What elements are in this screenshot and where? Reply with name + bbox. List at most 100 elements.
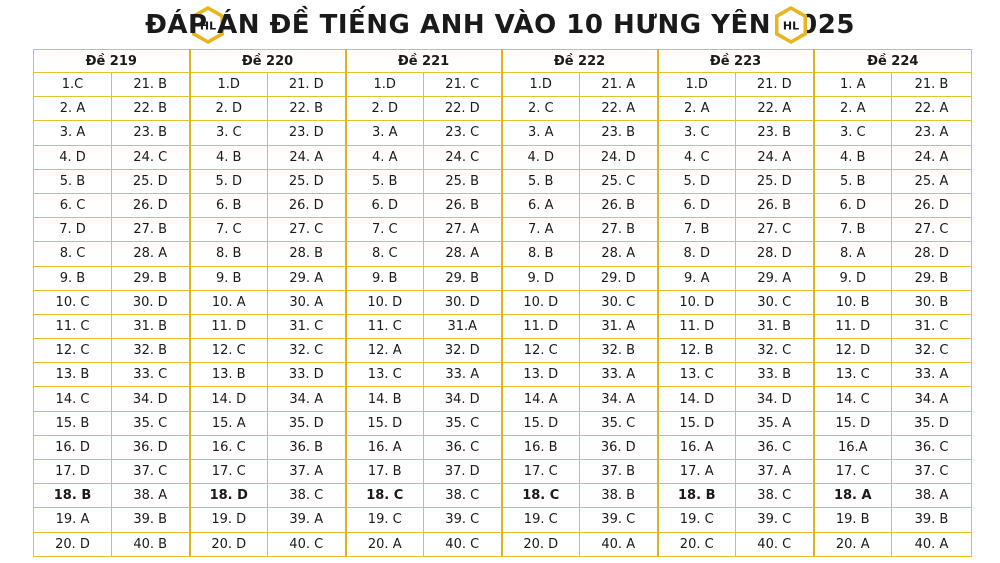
table-row: 6. C 26. D 6. B 26. D 6. D 26. B 6. A 26. B 6. D… (33, 192, 972, 219)
answer-cell: 3. A (344, 120, 424, 146)
answer-cell: 37. A (735, 458, 814, 485)
answer-cell: 7. B (812, 217, 892, 243)
answer-cell: 21. D (735, 71, 814, 98)
answer-cell: 25. D (111, 168, 190, 194)
answer-cell: 26. B (735, 192, 814, 219)
answer-cell: 37. B (579, 458, 658, 485)
answer-cell: 36. C (735, 434, 814, 461)
table-row: 4. D 24. C 4. B 24. A 4. A 24. C 4. D 24. D 4. C… (33, 144, 972, 170)
answer-cell: 6. A (500, 192, 580, 219)
answer-cell: 11. C (344, 313, 424, 340)
answer-cell: 5. B (812, 168, 892, 194)
answer-cell: 8. C (344, 241, 424, 267)
answer-cell: 8. D (656, 241, 736, 267)
answer-cell: 2. D (344, 96, 424, 122)
answer-cell: 7. A (500, 217, 580, 243)
answer-cell: 26. B (579, 192, 658, 219)
answer-cell: 26. D (267, 192, 346, 219)
answer-cell: 28. A (111, 241, 190, 267)
answer-cell: 3. C (812, 120, 892, 146)
answer-cell: 35. D (267, 410, 346, 436)
answer-cell: 21. B (891, 71, 972, 98)
answer-cell: 27. B (111, 217, 190, 243)
answer-cell: 25. C (579, 168, 658, 194)
answer-cell: 3. A (500, 120, 580, 146)
answer-cell: 8. B (188, 241, 268, 267)
answer-cell: 19. B (812, 507, 892, 533)
answer-cell: 25. D (267, 168, 346, 194)
answer-cell: 32. C (267, 338, 346, 364)
answer-cell: 31. A (579, 313, 658, 340)
answer-cell: 16. B (500, 434, 580, 461)
answer-cell: 40. B (111, 531, 190, 558)
answer-cell: 34. D (111, 386, 190, 412)
answer-cell: 9. B (188, 265, 268, 291)
answer-cell: 40. C (267, 531, 346, 558)
answer-cell: 6. D (812, 192, 892, 219)
answer-cell: 12. A (344, 338, 424, 364)
answer-cell: 13. C (656, 362, 736, 388)
answer-cell: 39. B (891, 507, 972, 533)
answer-cell: 26. D (111, 192, 190, 219)
exam-header: Đề 222 (500, 49, 658, 73)
answer-cell: 7. C (344, 217, 424, 243)
answer-cell: 24. A (735, 144, 814, 170)
answer-cell: 32. C (735, 338, 814, 364)
answer-cell: 2. A (812, 96, 892, 122)
answer-cell: 33. A (891, 362, 972, 388)
answer-cell: 14. A (500, 386, 580, 412)
answer-cell: 33. C (111, 362, 190, 388)
answer-cell: 6. D (656, 192, 736, 219)
answer-cell: 24. C (423, 144, 502, 170)
answer-cell: 36. D (111, 434, 190, 461)
answer-cell: 10. D (500, 289, 580, 315)
answer-cell: 29. A (267, 265, 346, 291)
answer-cell: 21. C (423, 71, 502, 98)
answer-cell: 23. C (423, 120, 502, 146)
answer-cell: 35. D (891, 410, 972, 436)
answer-cell: 28. B (267, 241, 346, 267)
table-row: 3. A 23. B 3. C 23. D 3. A 23. C 3. A 23. B 3. C… (33, 120, 972, 146)
answer-cell: 14. C (812, 386, 892, 412)
answer-cell: 14. C (33, 386, 112, 412)
answer-cell: 16. A (344, 434, 424, 461)
answer-cell: 35. A (735, 410, 814, 436)
answer-cell: 1.D (500, 71, 580, 98)
table-row: 8. C 28. A 8. B 28. B 8. C 28. A 8. B 28. A 8. D… (33, 241, 972, 267)
answer-cell: 13. D (500, 362, 580, 388)
answer-cell: 18. C (500, 483, 580, 509)
page-title: ĐÁP ÁN ĐỀ TIẾNG ANH VÀO 10 HƯNG YÊN 2025 (145, 10, 855, 40)
answer-cell: 24. D (579, 144, 658, 170)
answer-cell: 16.A (812, 434, 892, 461)
answer-cell: 27. C (735, 217, 814, 243)
answer-cell: 4. A (344, 144, 424, 170)
table-row: 7. D 27. B 7. C 27. C 7. C 27. A 7. A 27. B 7. B… (33, 217, 972, 243)
table-row: 10. C 30. D 10. A 30. A 10. D 30. D 10. D 30. C… (33, 289, 972, 315)
table-row: 12. C 32. B 12. C 32. C 12. A 32. D 12. C 32. B… (33, 338, 972, 364)
answer-cell: 24. A (891, 144, 972, 170)
answer-cell: 10. D (344, 289, 424, 315)
answer-cell: 12. B (656, 338, 736, 364)
answer-cell: 19. C (344, 507, 424, 533)
hl-logo-left-icon: HL (190, 5, 226, 45)
answer-body: 1.C 21. B 1.D 21. D 1.D 21. C 1.D 21. A 1.D 21. D… (33, 71, 972, 558)
answer-cell: 31. B (735, 313, 814, 340)
answer-cell: 10. D (656, 289, 736, 315)
answer-cell: 4. D (500, 144, 580, 170)
answer-cell: 15. D (344, 410, 424, 436)
answer-cell: 36. D (579, 434, 658, 461)
answer-cell: 20. A (344, 531, 424, 558)
answer-cell: 24. A (267, 144, 346, 170)
answer-cell: 37. A (267, 458, 346, 485)
answer-cell: 1.D (656, 71, 736, 98)
answer-table-container: Đề 219 Đề 220 Đề 221 Đề 222 Đề 223 Đề 224 1.C… (33, 49, 972, 558)
answer-cell: 9. B (33, 265, 112, 291)
answer-cell: 11. D (812, 313, 892, 340)
answer-cell: 25. B (423, 168, 502, 194)
answer-cell: 22. D (423, 96, 502, 122)
answer-cell: 34. A (891, 386, 972, 412)
answer-cell: 27. C (267, 217, 346, 243)
answer-cell: 13. C (344, 362, 424, 388)
answer-cell: 23. A (891, 120, 972, 146)
answer-cell: 20. D (33, 531, 112, 558)
